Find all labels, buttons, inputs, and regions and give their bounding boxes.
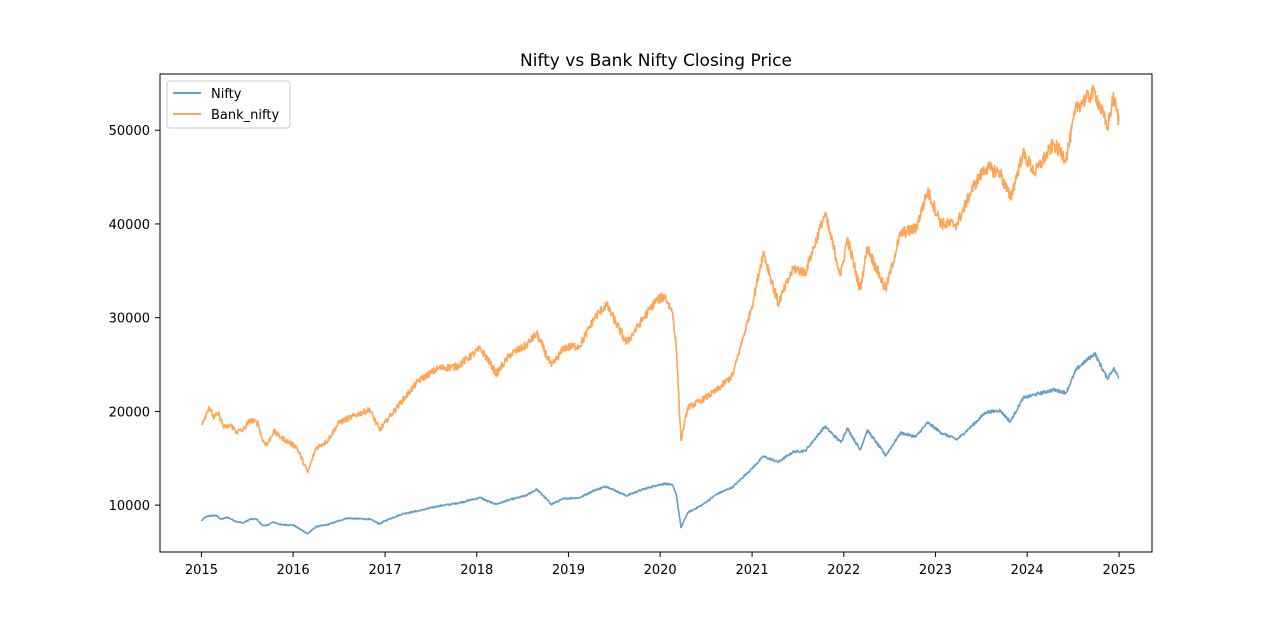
x-tick-label-2024: 2024 bbox=[1011, 563, 1044, 578]
series-line-nifty bbox=[200, 352, 1120, 535]
legend-label-bank-nifty: Bank_nifty bbox=[211, 108, 279, 123]
chart-title: Nifty vs Bank Nifty Closing Price bbox=[520, 51, 792, 71]
x-tick-label-2020: 2020 bbox=[644, 563, 677, 578]
legend-label-nifty: Nifty bbox=[211, 87, 242, 102]
y-tick-label-30000: 30000 bbox=[109, 312, 150, 327]
x-tick-label-2021: 2021 bbox=[736, 563, 769, 578]
x-tick-label-2025: 2025 bbox=[1103, 563, 1136, 578]
y-tick-label-10000: 10000 bbox=[109, 499, 150, 514]
series-line-bank-nifty bbox=[200, 84, 1120, 474]
y-tick-label-50000: 50000 bbox=[109, 124, 150, 139]
x-tick-label-2023: 2023 bbox=[919, 563, 952, 578]
x-tick-label-2019: 2019 bbox=[552, 563, 585, 578]
y-tick-label-40000: 40000 bbox=[109, 218, 150, 233]
x-axis: 2015 2016 2017 2018 2019 2020 2021 2022 2023 2024… bbox=[185, 552, 1136, 578]
x-tick-label-2018: 2018 bbox=[460, 563, 493, 578]
x-tick-label-2017: 2017 bbox=[369, 563, 402, 578]
y-tick-label-20000: 20000 bbox=[109, 405, 150, 420]
y-axis: 10000 20000 30000 40000 50000 bbox=[109, 124, 160, 514]
x-tick-label-2016: 2016 bbox=[277, 563, 310, 578]
series-layer bbox=[200, 84, 1120, 535]
legend: Nifty Bank_nifty bbox=[166, 80, 291, 129]
x-tick-label-2015: 2015 bbox=[185, 563, 218, 578]
plot-frame bbox=[159, 73, 1153, 553]
x-tick-label-2022: 2022 bbox=[827, 563, 860, 578]
